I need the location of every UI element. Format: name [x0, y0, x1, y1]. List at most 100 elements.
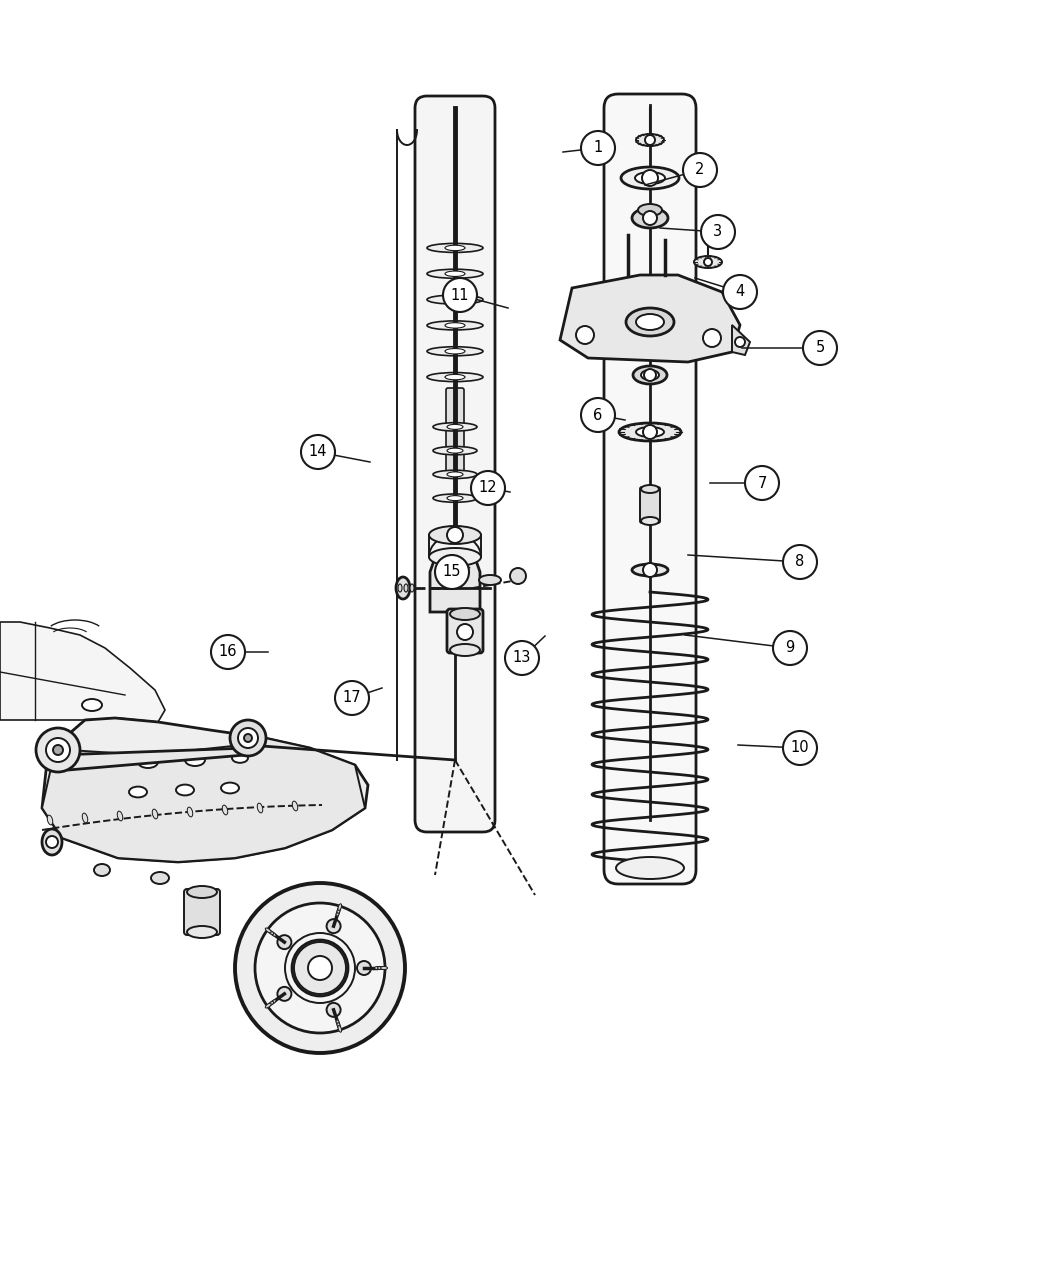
Ellipse shape [187, 926, 217, 938]
Ellipse shape [338, 1025, 341, 1033]
Ellipse shape [410, 584, 414, 592]
Ellipse shape [151, 872, 169, 884]
Ellipse shape [445, 323, 465, 328]
Text: 7: 7 [757, 476, 766, 491]
Ellipse shape [94, 864, 110, 876]
Ellipse shape [187, 807, 193, 817]
Text: 13: 13 [512, 650, 531, 666]
Ellipse shape [447, 496, 463, 501]
Text: 17: 17 [342, 691, 361, 705]
Circle shape [643, 425, 657, 439]
Ellipse shape [220, 783, 239, 793]
Polygon shape [430, 552, 480, 612]
Circle shape [701, 215, 735, 249]
Text: 16: 16 [218, 644, 237, 659]
Ellipse shape [445, 272, 465, 277]
Circle shape [238, 728, 258, 748]
Ellipse shape [378, 966, 384, 969]
Ellipse shape [450, 644, 480, 657]
Ellipse shape [433, 470, 477, 478]
Ellipse shape [268, 1001, 274, 1006]
FancyBboxPatch shape [446, 388, 464, 472]
Ellipse shape [47, 815, 53, 825]
Ellipse shape [266, 1003, 271, 1009]
Circle shape [644, 368, 656, 381]
Ellipse shape [232, 754, 248, 762]
Ellipse shape [270, 1000, 276, 1005]
Circle shape [581, 131, 615, 164]
Ellipse shape [447, 425, 463, 430]
Text: 2: 2 [695, 162, 705, 177]
Ellipse shape [445, 375, 465, 380]
Circle shape [642, 170, 658, 186]
Circle shape [327, 919, 340, 933]
Circle shape [46, 836, 58, 848]
Ellipse shape [266, 928, 271, 933]
Ellipse shape [223, 805, 228, 815]
Ellipse shape [636, 427, 664, 437]
Ellipse shape [176, 784, 194, 796]
Ellipse shape [337, 1023, 340, 1029]
Polygon shape [732, 325, 750, 354]
Ellipse shape [450, 608, 480, 620]
Ellipse shape [427, 372, 483, 381]
Text: 6: 6 [593, 408, 603, 422]
Ellipse shape [375, 966, 381, 969]
Ellipse shape [447, 472, 463, 477]
Ellipse shape [445, 348, 465, 354]
Circle shape [443, 278, 477, 312]
Ellipse shape [152, 810, 158, 819]
Circle shape [510, 567, 526, 584]
Polygon shape [42, 718, 368, 862]
Ellipse shape [82, 813, 88, 822]
Circle shape [52, 745, 63, 755]
Circle shape [735, 337, 746, 347]
Circle shape [277, 987, 292, 1001]
Ellipse shape [479, 575, 501, 585]
Circle shape [235, 884, 405, 1053]
Ellipse shape [268, 929, 274, 935]
Circle shape [308, 956, 332, 980]
Polygon shape [58, 748, 248, 770]
Text: 8: 8 [796, 555, 804, 570]
Ellipse shape [445, 297, 465, 302]
Circle shape [643, 564, 657, 578]
Ellipse shape [270, 932, 276, 936]
Ellipse shape [640, 484, 659, 493]
FancyBboxPatch shape [604, 94, 696, 884]
Circle shape [327, 1003, 340, 1017]
Circle shape [244, 734, 252, 742]
Circle shape [704, 258, 712, 266]
Text: 3: 3 [713, 224, 722, 240]
Circle shape [803, 332, 837, 365]
Circle shape [335, 681, 369, 715]
Ellipse shape [616, 857, 684, 878]
Ellipse shape [138, 756, 158, 768]
Ellipse shape [292, 801, 298, 811]
Ellipse shape [187, 886, 217, 898]
Ellipse shape [429, 548, 481, 566]
Circle shape [704, 329, 721, 347]
Circle shape [682, 153, 717, 187]
Text: 4: 4 [735, 284, 744, 300]
Circle shape [783, 731, 817, 765]
Circle shape [471, 470, 505, 505]
Ellipse shape [427, 321, 483, 330]
Ellipse shape [129, 787, 147, 797]
Circle shape [255, 903, 385, 1033]
Ellipse shape [257, 803, 262, 813]
Ellipse shape [433, 493, 477, 502]
Text: 14: 14 [309, 445, 328, 459]
Ellipse shape [632, 564, 668, 576]
Ellipse shape [626, 309, 674, 337]
Circle shape [447, 527, 463, 543]
Ellipse shape [694, 256, 722, 268]
Circle shape [457, 623, 472, 640]
Ellipse shape [185, 754, 205, 766]
Circle shape [36, 728, 80, 771]
Ellipse shape [621, 167, 679, 189]
Text: 10: 10 [791, 741, 810, 756]
Text: 12: 12 [479, 481, 498, 496]
Ellipse shape [427, 347, 483, 356]
Ellipse shape [635, 172, 665, 184]
